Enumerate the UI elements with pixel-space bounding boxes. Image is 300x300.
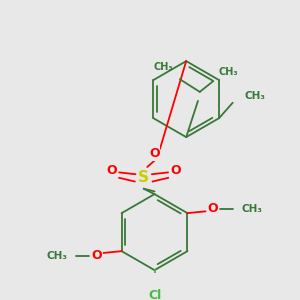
Text: O: O: [170, 164, 181, 177]
Text: O: O: [91, 249, 102, 262]
Text: O: O: [149, 147, 160, 160]
Text: CH₃: CH₃: [154, 61, 173, 71]
Text: CH₃: CH₃: [219, 67, 239, 77]
Text: O: O: [208, 202, 218, 215]
Text: O: O: [107, 164, 117, 177]
Text: CH₃: CH₃: [46, 251, 67, 261]
Text: S: S: [138, 170, 149, 185]
Text: Cl: Cl: [148, 289, 161, 300]
Text: CH₃: CH₃: [242, 204, 263, 214]
Text: CH₃: CH₃: [244, 92, 266, 101]
